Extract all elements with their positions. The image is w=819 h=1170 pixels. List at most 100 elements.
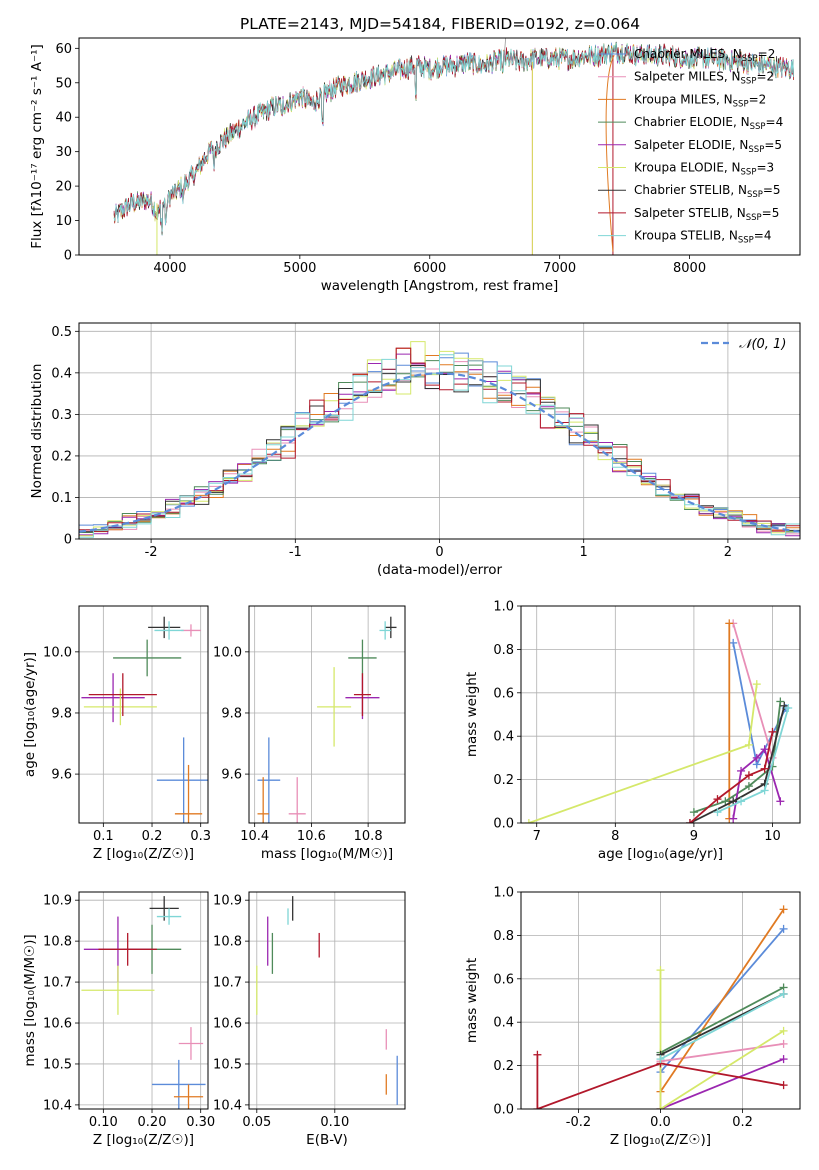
histogram-step	[79, 354, 800, 538]
x-tick-label: 4000	[153, 261, 186, 276]
residual_histogram-panel: -2 -1 0 1 2 0 0.1 0.2 0.3 0.4 0.5 (data-model)/erro…	[29, 322, 801, 578]
x-tick-label: 0	[435, 545, 443, 560]
y-tick-label: 10.8	[213, 935, 242, 950]
x-tick-label: 0.20	[138, 1115, 167, 1130]
y-tick-label: 0	[64, 249, 72, 264]
x-tick-label: -2	[145, 545, 158, 560]
x-tick-label: -0.2	[566, 1115, 591, 1130]
axes-frame	[520, 891, 801, 1110]
x-tick-label: 9	[690, 829, 698, 844]
x-tick-label: 0.2	[732, 1115, 753, 1130]
y-tick-label: 0.2	[493, 773, 514, 788]
x-axis-label: (data-model)/error	[377, 562, 503, 578]
y-axis-label: Flux [fλ10⁻¹⁷ erg cm⁻² s⁻¹ A⁻¹]	[29, 44, 45, 249]
spectrum-plot	[113, 38, 794, 255]
y-tick-label: 10.4	[213, 1098, 242, 1113]
x-tick-label: 0.30	[186, 1115, 215, 1130]
y-tick-label: 0.4	[51, 366, 72, 381]
legend-label: Chabrier ELODIE, NSSP=4	[634, 115, 783, 132]
weight-line	[659, 1043, 784, 1109]
y-axis-label: mass weight	[464, 958, 480, 1043]
y-tick-label: 0.3	[51, 408, 72, 423]
legend-label: Kroupa ELODIE, NSSP=3	[634, 161, 774, 178]
x-tick-label: 6000	[413, 261, 446, 276]
x-tick-label: 7	[533, 829, 541, 844]
legend-label: Salpeter STELIB, NSSP=5	[634, 206, 779, 223]
x-tick-label: 5000	[283, 261, 316, 276]
y-tick-label: 40	[55, 111, 72, 126]
weight-line	[717, 707, 790, 813]
y-tick-label: 10.7	[213, 976, 242, 991]
age_vs_mass-panel: 10.4 10.6 10.8 9.6 9.8 10.0 mass [log₁₀(M/M☉)]	[213, 605, 406, 862]
x-tick-label: 0.3	[190, 829, 211, 844]
legend-label: 𝒩(0, 1)	[739, 337, 786, 352]
axes-frame	[78, 605, 209, 824]
y-tick-label: 10.6	[213, 1017, 242, 1032]
y-tick-label: 9.8	[221, 706, 242, 721]
mass_vs_Z-plot	[81, 896, 206, 1109]
legend-label: Salpeter ELODIE, NSSP=5	[634, 138, 782, 155]
x-tick-label: 8	[611, 829, 619, 844]
x-axis-label: age [log₁₀(age/yr)]	[598, 846, 723, 862]
y-tick-label: 60	[55, 42, 72, 57]
legend-label: Chabrier MILES, NSSP=2	[634, 47, 775, 64]
weight_vs_Z-plot	[533, 905, 788, 1109]
x-axis-label: Z [log₁₀(Z/Z☉)]	[93, 1132, 194, 1148]
age_vs_mass-plot	[257, 616, 397, 823]
x-tick-label: 0.1	[93, 829, 114, 844]
x-tick-label: 10	[764, 829, 781, 844]
spectrum-spike	[503, 38, 507, 63]
x-tick-label: 7000	[543, 261, 576, 276]
y-tick-label: 0.1	[51, 491, 72, 506]
weight_vs_age-plot	[524, 619, 793, 823]
y-tick-label: 10.5	[213, 1057, 242, 1072]
x-axis-label: mass [log₁₀(M/M☉)]	[261, 846, 393, 862]
y-tick-label: 10.7	[43, 976, 72, 991]
axes-frame	[248, 891, 406, 1110]
legend-label: Kroupa STELIB, NSSP=4	[634, 229, 772, 246]
y-tick-label: 10	[55, 214, 72, 229]
weight-line	[732, 623, 774, 759]
figure-title: PLATE=2143, MJD=54184, FIBERID=0192, z=0…	[240, 15, 640, 33]
y-axis-label: Normed distribution	[29, 364, 45, 499]
x-tick-label: 10.8	[354, 829, 383, 844]
weight-line	[659, 908, 785, 1093]
weight-line	[660, 986, 785, 1054]
x-axis-label: E(B-V)	[306, 1132, 348, 1148]
x-tick-label: 1	[580, 545, 588, 560]
legend-label: Chabrier STELIB, NSSP=5	[634, 183, 781, 200]
age_vs_Z-plot	[81, 616, 208, 823]
charts-group: 4000 5000 6000 7000 80000102030405060wavelen…	[22, 37, 801, 1148]
y-tick-label: 0.0	[493, 1103, 514, 1118]
x-axis-label: wavelength [Angstrom, rest frame]	[321, 278, 559, 294]
x-axis-label: Z [log₁₀(Z/Z☉)]	[93, 846, 194, 862]
weight-line	[660, 1058, 784, 1109]
weight-line	[536, 1054, 784, 1109]
y-tick-label: 10.6	[43, 1017, 72, 1032]
axes-frame	[78, 322, 801, 540]
y-tick-label: 0.0	[493, 817, 514, 832]
x-axis-label: Z [log₁₀(Z/Z☉)]	[610, 1132, 711, 1148]
axes-frame	[78, 37, 801, 256]
y-tick-label: 0.2	[51, 449, 72, 464]
y-tick-label: 9.6	[51, 768, 72, 783]
y-tick-label: 0.6	[493, 686, 514, 701]
axes-frame	[248, 605, 406, 824]
y-axis-label: age [log₁₀(age/yr)]	[22, 652, 38, 777]
y-tick-label: 0	[64, 533, 72, 548]
y-axis-label: mass [log₁₀(M/M☉)]	[22, 934, 38, 1066]
x-tick-label: 8000	[673, 261, 706, 276]
y-tick-label: 0.5	[51, 325, 72, 340]
legend-label: Kroupa MILES, NSSP=2	[634, 92, 766, 109]
y-tick-label: 0.4	[493, 1016, 514, 1031]
legend-label: Salpeter MILES, NSSP=2	[634, 70, 774, 87]
x-tick-label: 0.10	[320, 1115, 349, 1130]
mass_vs_EBV-panel: 0.05 0.10 10.4 10.5 10.6 10.7 10.8 10.9 E(B-V)	[213, 891, 406, 1148]
y-tick-label: 0.8	[493, 929, 514, 944]
y-tick-label: 0.8	[493, 643, 514, 658]
weight_vs_age-panel: 7 8 9 10 0.0 0.2 0.4 0.6 0.8 1.0 age [log₁₀(age/yr…	[464, 600, 801, 862]
x-tick-label: 0.10	[89, 1115, 118, 1130]
x-tick-label: 0.2	[142, 829, 163, 844]
residual_histogram-plot	[79, 341, 800, 538]
